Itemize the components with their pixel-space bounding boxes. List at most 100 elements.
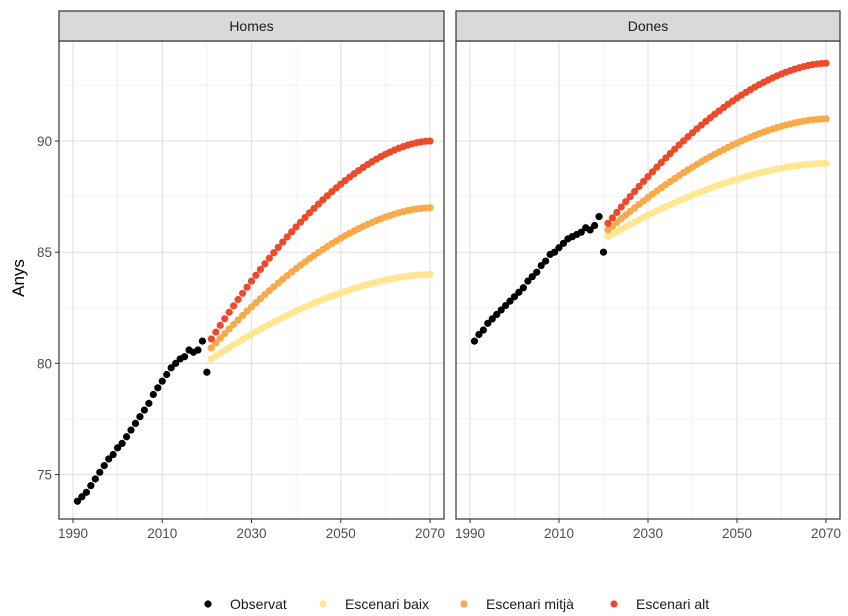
- scenario-point: [274, 243, 282, 251]
- observed-point: [203, 368, 211, 376]
- scenario-point: [238, 289, 247, 297]
- observed-point: [105, 455, 113, 463]
- observed-point: [488, 315, 496, 323]
- legend-item: Escenari baix: [319, 596, 429, 612]
- observed-point: [194, 346, 202, 354]
- observed-point: [163, 370, 171, 379]
- observed-point: [82, 488, 90, 496]
- scenario-point: [310, 204, 318, 213]
- observed-point: [555, 244, 563, 252]
- observed-point: [136, 413, 144, 421]
- facet-strip: [455, 10, 841, 42]
- legend-swatch: [204, 600, 212, 608]
- scenario-point: [283, 233, 291, 241]
- observed-point: [145, 399, 153, 407]
- x-tick-label: 2070: [811, 526, 841, 541]
- scenario-point: [635, 182, 643, 191]
- y-tick-label: 75: [37, 468, 52, 483]
- scenario-point: [207, 344, 215, 352]
- observed-point: [497, 306, 505, 314]
- observed-point: [131, 419, 140, 427]
- observed-point: [528, 273, 536, 281]
- scenario-point: [613, 208, 621, 216]
- scenario-point: [822, 59, 830, 67]
- observed-series: [73, 337, 211, 505]
- observed-point: [109, 450, 117, 459]
- scenario-point: [279, 238, 287, 246]
- observed-point: [599, 248, 608, 256]
- observed-point: [87, 482, 95, 490]
- scenario-series: [604, 59, 830, 227]
- legend-label: Escenari baix: [345, 596, 429, 612]
- observed-point: [550, 248, 559, 256]
- observed-point: [595, 213, 603, 221]
- scenario-point: [639, 177, 648, 186]
- scenario-point: [252, 271, 260, 279]
- scenario-point: [604, 219, 612, 227]
- observed-point: [515, 288, 523, 296]
- scenario-point: [626, 192, 634, 201]
- scenario-point: [657, 158, 665, 167]
- observed-point: [506, 297, 514, 305]
- observed-point: [577, 228, 585, 236]
- scenario-series: [604, 159, 830, 241]
- scenario-point: [314, 200, 323, 208]
- scenario-point: [230, 302, 238, 310]
- scenario-point: [207, 335, 215, 343]
- observed-point: [122, 433, 131, 441]
- x-tick-label: 2010: [147, 526, 177, 541]
- y-tick-label: 80: [37, 356, 52, 371]
- observed-point: [542, 257, 550, 265]
- observed-point: [91, 475, 99, 483]
- scenario-point: [644, 173, 652, 181]
- scenario-point: [221, 315, 229, 323]
- observed-point: [524, 277, 532, 285]
- legend-item: Escenari alt: [610, 596, 709, 612]
- scenario-point: [270, 249, 278, 257]
- x-tick-label: 2050: [326, 526, 356, 541]
- legend-label: Escenari alt: [636, 596, 709, 612]
- observed-point: [198, 337, 207, 345]
- scenario-point: [662, 154, 670, 162]
- legend-label: Escenari mitjà: [486, 596, 574, 612]
- observed-point: [519, 284, 528, 292]
- y-tick-label: 85: [37, 245, 52, 260]
- scenario-series: [207, 270, 434, 363]
- observed-point: [479, 326, 487, 334]
- facet-title: Homes: [229, 18, 273, 34]
- scenario-point: [216, 321, 224, 329]
- scenario-series: [604, 115, 830, 234]
- scenario-series: [207, 204, 434, 352]
- x-tick-label: 1990: [455, 526, 485, 541]
- observed-point: [149, 390, 157, 399]
- scenario-point: [243, 307, 251, 315]
- facet-title: Dones: [628, 18, 668, 34]
- x-tick-label: 1990: [58, 526, 88, 541]
- panels-layer: Homes 1990 2010 2030 2050 2070 75 80 85 90 Dones 19…: [37, 10, 841, 541]
- legend-swatch: [460, 600, 468, 608]
- observed-point: [475, 330, 483, 339]
- y-tick-label: 90: [37, 134, 52, 149]
- scenario-point: [243, 283, 251, 291]
- legend-swatch: [610, 600, 618, 608]
- scenario-series: [207, 137, 434, 343]
- observed-point: [484, 319, 492, 327]
- scenario-point: [631, 187, 639, 196]
- observed-point: [586, 226, 594, 234]
- observed-point: [127, 426, 135, 434]
- scenario-point: [648, 168, 657, 176]
- observed-series: [470, 213, 608, 345]
- legend-swatch: [319, 600, 327, 608]
- scenario-point: [234, 295, 242, 304]
- scenario-point: [426, 204, 434, 212]
- scenario-point: [822, 159, 830, 167]
- scenario-point: [221, 329, 229, 338]
- panel-0: Homes 1990 2010 2030 2050 2070 75 80 85 90: [37, 10, 445, 541]
- observed-point: [73, 497, 82, 505]
- observed-point: [537, 261, 545, 270]
- legend-item: Observat: [204, 596, 287, 612]
- scenario-point: [225, 308, 233, 316]
- observed-point: [493, 310, 501, 319]
- scenario-point: [230, 320, 238, 328]
